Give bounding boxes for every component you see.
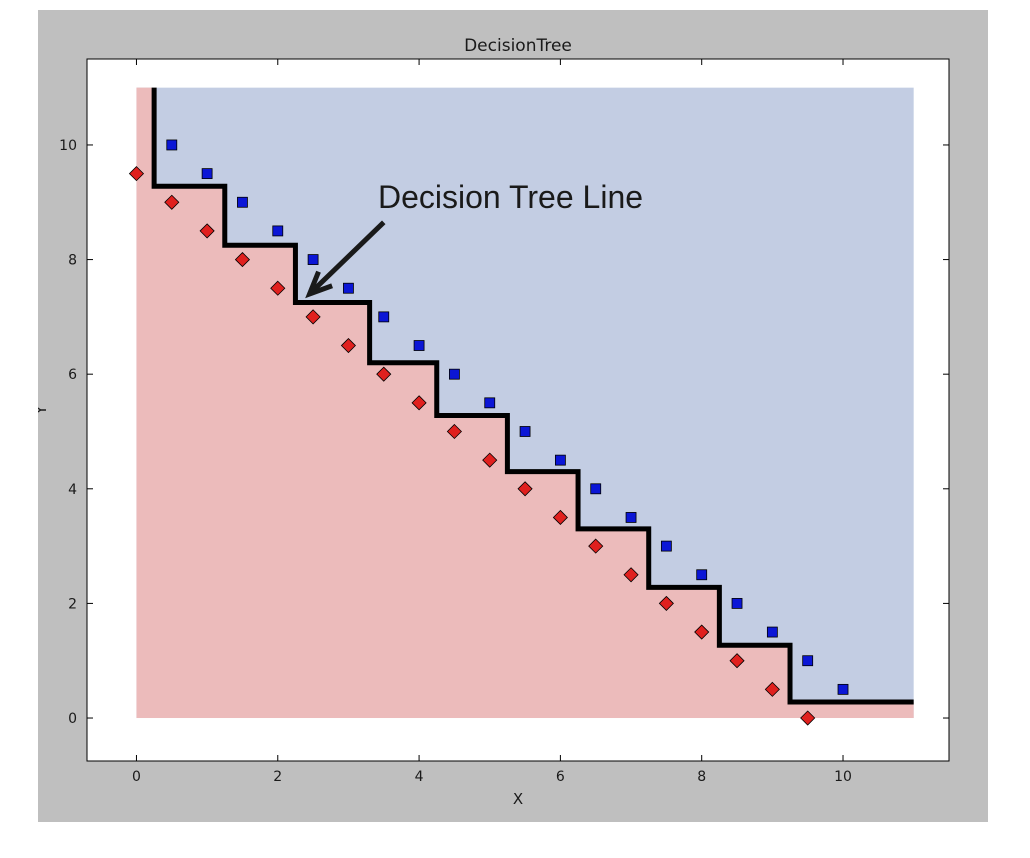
y-tick-label: 0 bbox=[68, 711, 77, 727]
x-axis-label: X bbox=[513, 790, 523, 808]
square-point bbox=[519, 426, 531, 437]
square-point bbox=[166, 139, 178, 151]
annotation-text: Decision Tree Line bbox=[378, 179, 643, 215]
x-tick-label: 2 bbox=[273, 769, 282, 785]
diamond-point bbox=[517, 481, 533, 497]
y-axis-label: Y bbox=[38, 405, 50, 416]
square-point bbox=[272, 225, 284, 237]
diamond-point bbox=[446, 423, 462, 440]
diamond-point bbox=[128, 166, 145, 182]
square-point bbox=[731, 598, 743, 609]
square-point bbox=[590, 483, 602, 495]
data-points bbox=[128, 139, 849, 726]
y-tick-label: 2 bbox=[68, 596, 77, 612]
x-tick-label: 0 bbox=[132, 769, 141, 785]
y-tick-label: 4 bbox=[68, 482, 77, 498]
square-point bbox=[660, 540, 672, 552]
diamond-point bbox=[199, 223, 215, 239]
y-tick-label: 6 bbox=[68, 367, 77, 383]
x-tick-label: 4 bbox=[415, 769, 424, 785]
decision-tree-chart: 0 2 4 6 8 10 0 2 4 6 8 10 Decision Tree Line Decisi… bbox=[38, 36, 950, 808]
decision-boundary bbox=[151, 87, 914, 705]
square-point bbox=[378, 311, 390, 323]
diamond-point bbox=[800, 710, 816, 726]
lower-region bbox=[136, 87, 914, 719]
decision-regions bbox=[136, 87, 914, 719]
decision-boundary-line bbox=[151, 87, 914, 705]
square-point bbox=[307, 254, 319, 265]
square-point bbox=[554, 454, 566, 466]
diamond-point bbox=[270, 280, 286, 296]
square-point bbox=[625, 512, 637, 523]
square-point bbox=[237, 196, 248, 208]
diamond-point bbox=[305, 309, 321, 325]
annotation-arrow-head bbox=[305, 270, 333, 299]
y-tick-label: 10 bbox=[59, 138, 77, 154]
axis-ticks: 0 2 4 6 8 10 0 2 4 6 8 10 bbox=[59, 59, 949, 785]
diamond-point bbox=[729, 653, 745, 669]
diamond-point bbox=[411, 395, 427, 411]
x-tick-label: 6 bbox=[556, 769, 565, 785]
diamond-point bbox=[234, 252, 251, 268]
square-point bbox=[484, 397, 496, 409]
diamond-point bbox=[552, 509, 568, 526]
diamond-point bbox=[588, 538, 604, 554]
figure-canvas: 0 2 4 6 8 10 0 2 4 6 8 10 Decision Tree Line Decisi… bbox=[38, 10, 988, 822]
diamond-point bbox=[658, 595, 674, 611]
diamond-point bbox=[376, 366, 392, 382]
diamond-point bbox=[623, 567, 639, 583]
x-tick-label: 10 bbox=[834, 769, 852, 785]
diamond-point bbox=[482, 452, 498, 468]
square-point bbox=[802, 655, 814, 667]
diamond-point bbox=[694, 624, 710, 640]
square-point bbox=[449, 368, 460, 380]
annotation-arrow-shaft bbox=[307, 220, 386, 296]
square-point bbox=[201, 168, 213, 180]
chart-title: DecisionTree bbox=[464, 36, 572, 56]
y-tick-label: 8 bbox=[68, 253, 77, 269]
square-point bbox=[343, 282, 354, 294]
diamond-point bbox=[164, 194, 180, 210]
x-tick-label: 8 bbox=[697, 769, 706, 785]
diamond-point bbox=[340, 337, 356, 354]
annotation: Decision Tree Line bbox=[305, 179, 643, 299]
square-point bbox=[837, 683, 849, 695]
diamond-point bbox=[764, 681, 780, 697]
square-point bbox=[766, 626, 778, 638]
square-point bbox=[696, 569, 708, 581]
square-point bbox=[413, 340, 425, 351]
